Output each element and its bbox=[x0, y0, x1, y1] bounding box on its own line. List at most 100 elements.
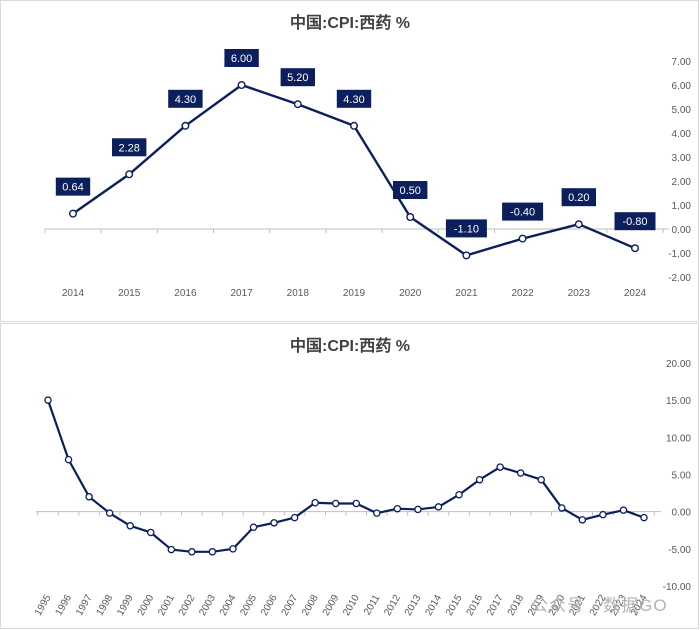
x-tick-label: 2005 bbox=[238, 593, 259, 618]
x-tick-label: 2012 bbox=[382, 593, 403, 618]
data-point bbox=[373, 509, 381, 517]
data-point bbox=[85, 493, 93, 501]
data-point bbox=[311, 498, 319, 507]
data-label: 4.30 bbox=[343, 94, 364, 106]
data-point bbox=[574, 220, 583, 229]
data-label: 2.28 bbox=[118, 142, 139, 154]
y-tick-label: 15.00 bbox=[666, 396, 691, 407]
data-label-box bbox=[55, 177, 91, 196]
data-point bbox=[293, 100, 302, 109]
y-tick-label: 2.00 bbox=[672, 177, 692, 188]
x-tick-label: 1995 bbox=[33, 593, 54, 618]
y-tick-label: -5.00 bbox=[668, 545, 691, 556]
data-point bbox=[229, 545, 237, 553]
data-point bbox=[434, 503, 443, 511]
x-tick-label: 2001 bbox=[156, 593, 177, 618]
data-point bbox=[237, 80, 246, 89]
x-tick-label: 2020 bbox=[399, 288, 422, 299]
watermark: 公众号 · 数据GO bbox=[531, 596, 668, 615]
data-point bbox=[455, 490, 463, 499]
x-tick-label: 2016 bbox=[174, 288, 197, 299]
data-point bbox=[516, 469, 525, 477]
y-tick-label: 20.00 bbox=[666, 359, 691, 370]
y-tick-label: -10.00 bbox=[663, 582, 692, 593]
x-tick-label: 1997 bbox=[74, 593, 95, 618]
x-tick-label: 2002 bbox=[177, 593, 198, 618]
x-tick-label: 2004 bbox=[218, 593, 239, 618]
x-tick-label: 2021 bbox=[455, 288, 478, 299]
y-tick-label: 0.00 bbox=[672, 225, 692, 236]
x-tick-label: 1998 bbox=[95, 593, 116, 618]
data-label-box bbox=[280, 68, 315, 87]
x-tick-label: 2018 bbox=[506, 593, 527, 618]
data-point bbox=[578, 516, 587, 524]
series-line bbox=[46, 399, 645, 553]
data-label: -0.80 bbox=[622, 216, 647, 228]
y-tick-label: 7.00 bbox=[672, 57, 692, 68]
data-point bbox=[188, 548, 196, 556]
data-point bbox=[475, 475, 484, 484]
data-point bbox=[462, 251, 471, 260]
data-label-box bbox=[393, 181, 428, 199]
data-label: 0.64 bbox=[62, 182, 83, 194]
x-tick-label: 2009 bbox=[321, 593, 342, 618]
data-point bbox=[167, 545, 176, 554]
data-point bbox=[126, 522, 134, 530]
data-point bbox=[290, 513, 299, 522]
x-tick-label: 2003 bbox=[197, 593, 218, 618]
x-tick-label: 2014 bbox=[423, 593, 444, 618]
data-point bbox=[406, 212, 415, 221]
x-tick-label: 2016 bbox=[465, 593, 486, 618]
data-point bbox=[619, 506, 628, 514]
chart-panel-history: 中国:CPI:西药 % 1995 1996 1997 1998 1999 2000 2001… bbox=[0, 323, 699, 629]
x-tick-label: 1999 bbox=[115, 593, 136, 618]
data-label-box bbox=[112, 138, 147, 157]
data-point bbox=[537, 475, 545, 484]
data-point bbox=[518, 234, 527, 243]
data-point bbox=[44, 396, 52, 404]
x-tick-label: 2010 bbox=[341, 593, 362, 618]
x-tick-label: 2011 bbox=[362, 593, 382, 618]
x-tick-label: 2015 bbox=[118, 288, 141, 299]
y-tick-label: -2.00 bbox=[668, 273, 691, 284]
y-tick-label: 0.00 bbox=[672, 508, 692, 519]
x-tick-label: 2022 bbox=[511, 288, 534, 299]
data-point bbox=[331, 499, 340, 508]
data-point bbox=[181, 121, 190, 130]
chart-title: 中国:CPI:西药 % bbox=[290, 13, 410, 32]
chart-recent-svg: 中国:CPI:西药 % 2014 2015 2016 2017 2018 2019 2020… bbox=[44, 13, 692, 299]
x-tick-label: 2023 bbox=[568, 288, 591, 299]
data-label-box bbox=[336, 89, 372, 108]
data-label: 0.50 bbox=[399, 185, 420, 197]
data-label: 5.20 bbox=[287, 72, 308, 84]
x-tick-label: 1996 bbox=[53, 593, 74, 618]
y-tick-label: 6.00 bbox=[672, 81, 692, 92]
x-tick-label: 2017 bbox=[485, 593, 506, 618]
x-tick-label: 2015 bbox=[444, 593, 465, 618]
data-point bbox=[249, 523, 258, 532]
x-tick-label: 2024 bbox=[624, 288, 647, 299]
data-point bbox=[105, 509, 114, 517]
data-point bbox=[270, 519, 278, 527]
data-point bbox=[640, 513, 648, 522]
data-label-box bbox=[561, 188, 596, 207]
x-tick-label: 2019 bbox=[343, 288, 366, 299]
data-point bbox=[64, 455, 73, 464]
data-point bbox=[125, 170, 134, 179]
x-tick-label: 2008 bbox=[300, 593, 321, 618]
y-tick-label: 5.00 bbox=[672, 105, 692, 116]
data-label: -1.10 bbox=[454, 223, 479, 235]
data-point bbox=[393, 504, 402, 513]
y-tick-label: 4.00 bbox=[672, 129, 692, 140]
x-tick-label: 2006 bbox=[259, 593, 280, 618]
chart-history-svg: 中国:CPI:西药 % 1995 1996 1997 1998 1999 2000 2001… bbox=[33, 336, 692, 618]
data-point bbox=[147, 528, 155, 537]
y-tick-label: -1.00 bbox=[668, 249, 691, 260]
data-label: 4.30 bbox=[175, 94, 196, 106]
x-tick-label: 2013 bbox=[403, 593, 424, 618]
data-point bbox=[208, 548, 217, 556]
y-tick-label: 5.00 bbox=[672, 471, 692, 482]
chart-panel-recent: 中国:CPI:西药 % 2014 2015 2016 2017 2018 2019 2020… bbox=[0, 0, 699, 322]
x-tick-label: 2000 bbox=[136, 593, 157, 618]
data-point bbox=[352, 499, 361, 508]
